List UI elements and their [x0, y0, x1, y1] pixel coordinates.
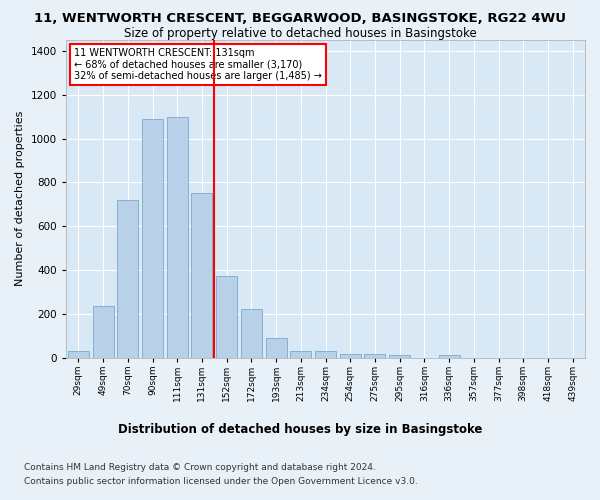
Text: 11, WENTWORTH CRESCENT, BEGGARWOOD, BASINGSTOKE, RG22 4WU: 11, WENTWORTH CRESCENT, BEGGARWOOD, BASI… — [34, 12, 566, 26]
Text: Contains HM Land Registry data © Crown copyright and database right 2024.: Contains HM Land Registry data © Crown c… — [24, 462, 376, 471]
Y-axis label: Number of detached properties: Number of detached properties — [15, 111, 25, 286]
Text: Contains public sector information licensed under the Open Government Licence v3: Contains public sector information licen… — [24, 478, 418, 486]
Bar — [389, 356, 410, 358]
Bar — [68, 351, 89, 358]
Bar — [167, 116, 188, 358]
Bar — [191, 194, 212, 358]
Bar — [290, 351, 311, 358]
Bar — [315, 351, 336, 358]
Bar — [117, 200, 138, 358]
Bar — [266, 338, 287, 357]
Bar — [364, 354, 385, 358]
Bar — [92, 306, 113, 358]
Bar — [216, 276, 237, 357]
Text: Size of property relative to detached houses in Basingstoke: Size of property relative to detached ho… — [124, 28, 476, 40]
Bar — [439, 356, 460, 358]
Bar — [241, 310, 262, 358]
Text: Distribution of detached houses by size in Basingstoke: Distribution of detached houses by size … — [118, 422, 482, 436]
Text: 11 WENTWORTH CRESCENT: 131sqm
← 68% of detached houses are smaller (3,170)
32% o: 11 WENTWORTH CRESCENT: 131sqm ← 68% of d… — [74, 48, 322, 81]
Bar — [340, 354, 361, 358]
Bar — [142, 119, 163, 358]
